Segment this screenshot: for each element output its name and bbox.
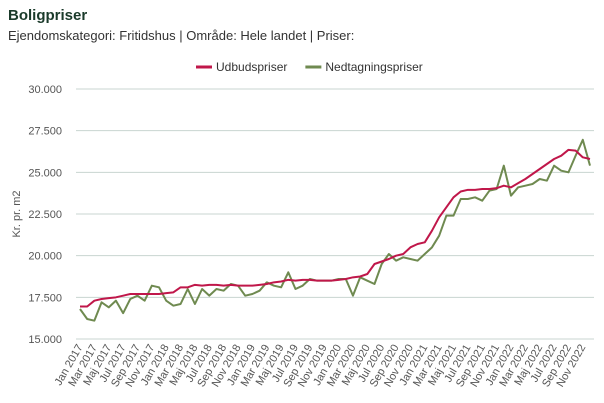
y-tick-label: 25.000 <box>28 167 62 179</box>
y-axis-label: Kr. pr. m2 <box>11 190 23 237</box>
legend-label[interactable]: Nedtagningspriser <box>325 60 422 74</box>
y-tick-label: 17.500 <box>28 292 62 304</box>
y-tick-label: 15.000 <box>28 334 62 346</box>
chart-title: Boligpriser <box>8 7 87 24</box>
y-tick-label: 27.500 <box>28 126 62 138</box>
series-line <box>80 148 591 308</box>
y-tick-label: 22.500 <box>28 209 62 221</box>
y-tick-label: 20.000 <box>28 251 62 263</box>
y-tick-label: 30.000 <box>28 84 62 96</box>
legend-label[interactable]: Udbudspriser <box>216 60 287 74</box>
chart-subtitle: Ejendomskategori: Fritidshus | Område: H… <box>8 28 354 43</box>
